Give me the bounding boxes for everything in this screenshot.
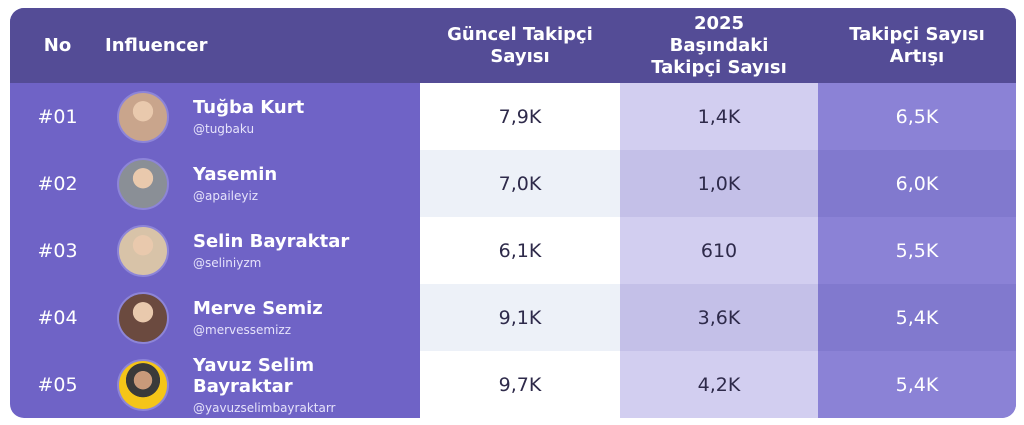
influencer-handle: @yavuzselimbayraktarr	[193, 401, 336, 415]
avatar	[117, 224, 169, 277]
start-followers: 4,2K	[620, 351, 818, 418]
current-followers: 9,7K	[420, 351, 620, 418]
influencer-info: Yavuz Selim Bayraktar @yavuzselimbayrakta…	[193, 355, 420, 415]
influencer-table: No Influencer Güncel Takipçi Sayısı 2025…	[10, 8, 1016, 418]
current-followers: 9,1K	[420, 284, 620, 351]
header-cell: Takipçi Sayısı Artışı	[849, 23, 985, 67]
rank: #02	[37, 172, 78, 195]
influencer-handle: @tugbaku	[193, 122, 255, 136]
influencer-name: Merve Semiz	[193, 298, 323, 319]
header-cell: 2025 Başındaki Takipçi Sayısı	[651, 12, 787, 78]
table-row: #03 Selin Bayraktar @seliniyzm 6,1K 610 5,5K	[10, 217, 1016, 284]
influencer-info: Yasemin @apaileyiz	[193, 164, 277, 203]
influencer-info: Selin Bayraktar @seliniyzm	[193, 231, 349, 270]
follower-increase: 5,4K	[818, 284, 1016, 351]
follower-increase: 6,0K	[818, 150, 1016, 217]
current-followers: 6,1K	[420, 217, 620, 284]
influencer-info: Tuğba Kurt @tugbaku	[193, 97, 304, 136]
table-row: #01 Tuğba Kurt @tugbaku 7,9K 1,4K 6,5K	[10, 83, 1016, 150]
influencer-cell: Yasemin @apaileyiz	[105, 150, 420, 217]
table-row: #05 Yavuz Selim Bayraktar @yavuzselimbayra…	[10, 351, 1016, 418]
follower-increase: 5,5K	[818, 217, 1016, 284]
avatar	[117, 291, 169, 344]
header-row: No Influencer Güncel Takipçi Sayısı 2025…	[10, 8, 1016, 83]
influencer-name: Selin Bayraktar	[193, 231, 350, 252]
influencer-cell: Selin Bayraktar @seliniyzm	[105, 217, 420, 284]
influencer-handle: @mervessemizz	[193, 323, 291, 337]
follower-increase: 5,4K	[818, 351, 1016, 418]
influencer-cell: Merve Semiz @mervessemizz	[105, 284, 420, 351]
start-followers: 1,0K	[620, 150, 818, 217]
influencer-name: Tuğba Kurt	[193, 97, 305, 118]
table-row: #04 Merve Semiz @mervessemizz 9,1K 3,6K 5,4K	[10, 284, 1016, 351]
current-followers: 7,9K	[420, 83, 620, 150]
avatar	[117, 90, 169, 143]
influencer-name: Yavuz Selim Bayraktar	[193, 355, 315, 397]
rank: #05	[37, 374, 78, 396]
rank: #04	[37, 306, 78, 329]
current-followers: 7,0K	[420, 150, 620, 217]
table-row: #02 Yasemin @apaileyiz 7,0K 1,0K 6,0K	[10, 150, 1016, 217]
rank: #01	[37, 105, 78, 128]
rank: #03	[37, 239, 78, 262]
start-followers: 3,6K	[620, 284, 818, 351]
influencer-info: Merve Semiz @mervessemizz	[193, 298, 323, 337]
follower-increase: 6,5K	[818, 83, 1016, 150]
header-cell: Güncel Takipçi Sayısı	[447, 23, 593, 67]
header-cell: No	[43, 35, 72, 56]
influencer-cell: Tuğba Kurt @tugbaku	[105, 83, 420, 150]
avatar	[117, 157, 169, 210]
header-cell: Influencer	[105, 35, 208, 56]
start-followers: 1,4K	[620, 83, 818, 150]
avatar	[117, 359, 169, 411]
influencer-handle: @apaileyiz	[193, 189, 259, 203]
influencer-name: Yasemin	[193, 164, 278, 185]
start-followers: 610	[620, 217, 818, 284]
influencer-handle: @seliniyzm	[193, 256, 262, 270]
influencer-cell: Yavuz Selim Bayraktar @yavuzselimbayrakta…	[105, 351, 420, 418]
